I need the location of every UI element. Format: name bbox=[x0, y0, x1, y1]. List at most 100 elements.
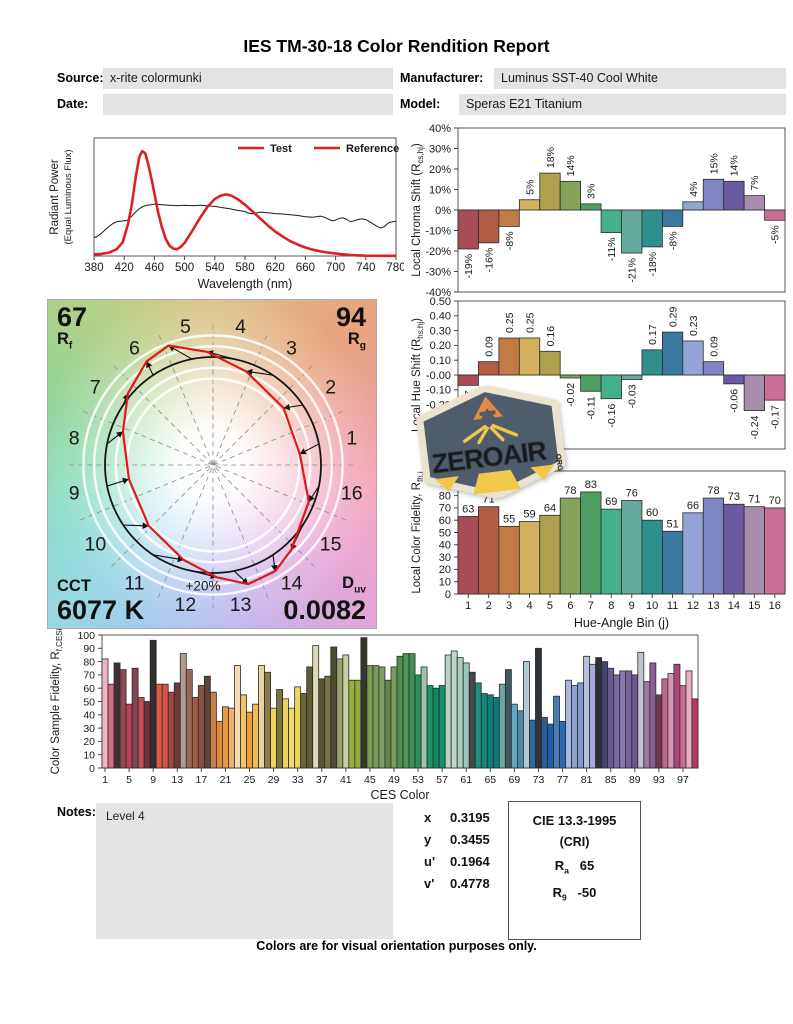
svg-text:420: 420 bbox=[115, 262, 134, 274]
svg-text:12: 12 bbox=[175, 594, 197, 616]
svg-text:9: 9 bbox=[150, 774, 156, 786]
chromaticity-row-u: u' 0.1964 bbox=[424, 854, 490, 869]
model-value-box: Speras E21 Titanium bbox=[459, 94, 786, 115]
svg-text:0: 0 bbox=[89, 763, 95, 775]
svg-text:51: 51 bbox=[666, 518, 678, 530]
svg-text:65: 65 bbox=[484, 774, 496, 786]
svg-text:90: 90 bbox=[83, 643, 95, 655]
svg-text:-11%: -11% bbox=[606, 238, 618, 262]
svg-text:76: 76 bbox=[626, 488, 638, 500]
svg-text:70: 70 bbox=[83, 670, 95, 682]
color-vector-graphic: +20% 1 2 3 4 5 6 7 8 9 10 11 12 13 14 15 16 67 Rf 94 Rg … bbox=[47, 299, 377, 629]
manufacturer-value-box: Luminus SST-40 Cool White bbox=[494, 68, 786, 89]
svg-text:1: 1 bbox=[102, 774, 108, 786]
svg-text:-0.11: -0.11 bbox=[586, 396, 598, 419]
svg-text:10%: 10% bbox=[429, 184, 451, 196]
svg-text:64: 64 bbox=[544, 502, 556, 514]
svg-text:25: 25 bbox=[244, 774, 256, 786]
svg-text:-20%: -20% bbox=[425, 246, 451, 258]
svg-text:60: 60 bbox=[83, 683, 95, 695]
svg-text:41: 41 bbox=[340, 774, 352, 786]
svg-text:14: 14 bbox=[728, 600, 740, 612]
svg-text:380: 380 bbox=[84, 262, 103, 274]
local-hue-shift-chart: -0.50-0.40-0.30-0.20-0.10-0.000.100.200.… bbox=[411, 296, 786, 456]
notes-box: Level 4 bbox=[96, 803, 393, 939]
svg-text:500: 500 bbox=[175, 262, 194, 274]
svg-text:14: 14 bbox=[281, 573, 303, 595]
svg-text:9: 9 bbox=[69, 483, 80, 505]
svg-text:20: 20 bbox=[83, 736, 95, 748]
badge-road-stripes bbox=[435, 464, 555, 495]
svg-text:0.16: 0.16 bbox=[545, 326, 557, 347]
svg-text:0.29: 0.29 bbox=[667, 306, 679, 327]
cie-r9-row: R9 -50 bbox=[552, 884, 597, 903]
svg-text:71: 71 bbox=[748, 494, 760, 506]
svg-text:3: 3 bbox=[506, 600, 512, 612]
svg-text:4%: 4% bbox=[688, 182, 700, 197]
model-label: Model: bbox=[400, 97, 441, 111]
svg-text:3: 3 bbox=[286, 337, 297, 359]
svg-text:89: 89 bbox=[629, 774, 641, 786]
chromaticity-row-x: x 0.3195 bbox=[424, 810, 490, 825]
svg-text:Local Chroma Shift (Rcs,hj): Local Chroma Shift (Rcs,hj) bbox=[411, 143, 425, 277]
cie-cri-box: CIE 13.3-1995 (CRI) Ra 65 R9 -50 bbox=[508, 801, 641, 940]
svg-text:13: 13 bbox=[230, 594, 252, 616]
svg-text:Hue-Angle Bin (j): Hue-Angle Bin (j) bbox=[574, 616, 669, 630]
notes-label: Notes: bbox=[57, 805, 96, 819]
svg-text:40%: 40% bbox=[429, 123, 451, 135]
rf-value: 67 bbox=[57, 302, 88, 332]
svg-text:-8%: -8% bbox=[667, 231, 679, 250]
duv-block: Duv 0.0082 bbox=[283, 574, 366, 624]
svg-text:3%: 3% bbox=[586, 184, 598, 199]
svg-text:8: 8 bbox=[608, 600, 614, 612]
svg-text:20%: 20% bbox=[429, 164, 451, 176]
svg-text:30%: 30% bbox=[429, 143, 451, 155]
svg-text:5: 5 bbox=[180, 316, 191, 338]
svg-text:20: 20 bbox=[439, 564, 451, 576]
svg-text:Color Sample Fidelity, Rf,CESi: Color Sample Fidelity, Rf,CESi bbox=[50, 628, 64, 774]
svg-text:0.40: 0.40 bbox=[430, 311, 451, 323]
zeroair-badge-graphic: ZEROAIR ORG bbox=[416, 384, 566, 500]
svg-text:0.25: 0.25 bbox=[504, 312, 516, 333]
svg-text:Local Color Fidelity, Rfh,j: Local Color Fidelity, Rfh,j bbox=[411, 471, 425, 594]
svg-text:700: 700 bbox=[326, 262, 345, 274]
svg-text:0.50: 0.50 bbox=[430, 296, 451, 308]
svg-text:11: 11 bbox=[124, 573, 144, 595]
svg-text:4: 4 bbox=[235, 316, 246, 338]
svg-text:40: 40 bbox=[83, 710, 95, 722]
rg-value: 94 bbox=[335, 302, 366, 332]
rg-label: Rg bbox=[347, 330, 366, 352]
svg-text:49: 49 bbox=[388, 774, 400, 786]
svg-text:69: 69 bbox=[509, 774, 521, 786]
svg-text:7: 7 bbox=[588, 600, 594, 612]
svg-text:5%: 5% bbox=[524, 180, 536, 195]
svg-text:0.25: 0.25 bbox=[524, 312, 536, 333]
badge-hexagon bbox=[416, 384, 566, 500]
cie-title: CIE 13.3-1995 bbox=[532, 813, 617, 828]
svg-text:16: 16 bbox=[341, 483, 363, 505]
date-label: Date: bbox=[57, 97, 89, 111]
svg-text:13: 13 bbox=[707, 600, 719, 612]
zeroair-watermark: ZEROAIR ORG bbox=[407, 377, 575, 507]
svg-text:-0.00: -0.00 bbox=[426, 370, 451, 382]
source-label: Source: bbox=[57, 71, 104, 85]
svg-text:2: 2 bbox=[325, 376, 336, 398]
page-title: IES TM-30-18 Color Rendition Report bbox=[243, 36, 550, 56]
svg-text:0.10: 0.10 bbox=[430, 355, 451, 367]
svg-text:Reference: Reference bbox=[346, 143, 399, 155]
svg-text:69: 69 bbox=[605, 496, 617, 508]
svg-text:-0.10: -0.10 bbox=[426, 385, 451, 397]
svg-text:1: 1 bbox=[465, 600, 471, 612]
svg-text:63: 63 bbox=[462, 504, 474, 516]
rg-block: 94 Rg bbox=[336, 303, 366, 352]
svg-text:5: 5 bbox=[126, 774, 132, 786]
svg-text:12: 12 bbox=[687, 600, 699, 612]
svg-text:-0.17: -0.17 bbox=[770, 405, 782, 429]
svg-text:73: 73 bbox=[728, 491, 740, 503]
svg-text:17: 17 bbox=[195, 774, 207, 786]
svg-text:10: 10 bbox=[646, 600, 658, 612]
svg-text:57: 57 bbox=[436, 774, 448, 786]
svg-text:33: 33 bbox=[292, 774, 304, 786]
